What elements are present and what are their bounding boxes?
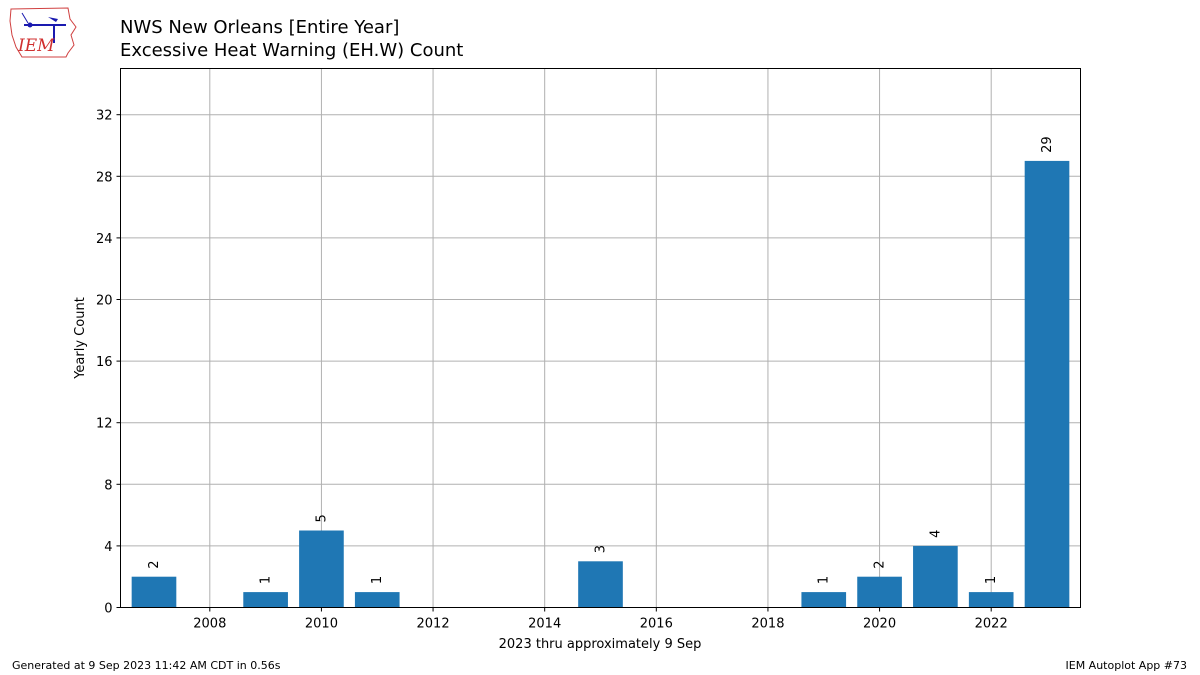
bar xyxy=(968,592,1014,608)
x-tick-label: 2012 xyxy=(417,617,450,632)
bar xyxy=(801,592,847,608)
y-tick-label: 8 xyxy=(104,478,112,493)
grid-lines xyxy=(120,68,1081,608)
x-axis-label: 2023 thru approximately 9 Sep xyxy=(499,637,702,652)
y-axis-ticks: 0 4 8 12 16 20 24 28 32 xyxy=(96,109,121,617)
y-tick-label: 12 xyxy=(96,417,113,432)
bars xyxy=(131,160,1070,608)
chart-subtitle: Excessive Heat Warning (EH.W) Count xyxy=(120,40,464,61)
chart-title: NWS New Orleans [Entire Year] xyxy=(120,17,400,38)
x-tick-label: 2018 xyxy=(751,617,784,632)
iem-logo-text: IEM xyxy=(17,36,55,56)
bar-value-label: 5 xyxy=(314,514,329,522)
bar-value-label: 1 xyxy=(370,576,385,584)
x-tick-label: 2014 xyxy=(528,617,561,632)
bar xyxy=(243,592,288,608)
bar-value-label: 4 xyxy=(928,530,943,538)
bar-value-label: 2 xyxy=(873,560,888,568)
y-tick-label: 20 xyxy=(96,294,113,309)
x-tick-label: 2010 xyxy=(305,617,338,632)
bar xyxy=(578,561,623,608)
bar-value-label: 1 xyxy=(817,576,832,584)
bar xyxy=(299,530,344,608)
y-tick-label: 4 xyxy=(104,540,112,555)
y-tick-label: 24 xyxy=(96,232,113,247)
y-axis-label: Yearly Count xyxy=(73,297,88,380)
generated-timestamp: Generated at 9 Sep 2023 11:42 AM CDT in … xyxy=(12,659,281,672)
x-tick-label: 2022 xyxy=(975,617,1008,632)
y-tick-label: 16 xyxy=(96,355,113,370)
bar-value-label: 2 xyxy=(147,560,162,568)
x-tick-label: 2020 xyxy=(863,617,896,632)
bar xyxy=(131,576,177,608)
x-tick-label: 2008 xyxy=(193,617,226,632)
iem-logo: IEM xyxy=(9,7,77,58)
y-tick-label: 28 xyxy=(96,170,113,185)
x-axis-ticks: 2008 2010 2012 2014 2016 2018 2020 2022 xyxy=(193,607,1008,632)
x-tick-label: 2016 xyxy=(640,617,673,632)
bar-value-label: 1 xyxy=(259,576,274,584)
bar-value-label: 1 xyxy=(984,576,999,584)
bar xyxy=(354,592,400,608)
app-credit: IEM Autoplot App #73 xyxy=(1065,659,1188,672)
bar xyxy=(857,576,902,608)
bar-value-label: 29 xyxy=(1040,136,1055,153)
plot-frame xyxy=(120,68,1081,608)
bar-value-label: 3 xyxy=(594,545,609,553)
y-tick-label: 0 xyxy=(104,602,112,617)
bar-data-labels: 2 1 5 1 3 1 2 4 1 29 xyxy=(147,136,1055,584)
y-tick-label: 32 xyxy=(96,109,113,124)
bar xyxy=(1024,160,1070,608)
bar xyxy=(913,545,958,608)
